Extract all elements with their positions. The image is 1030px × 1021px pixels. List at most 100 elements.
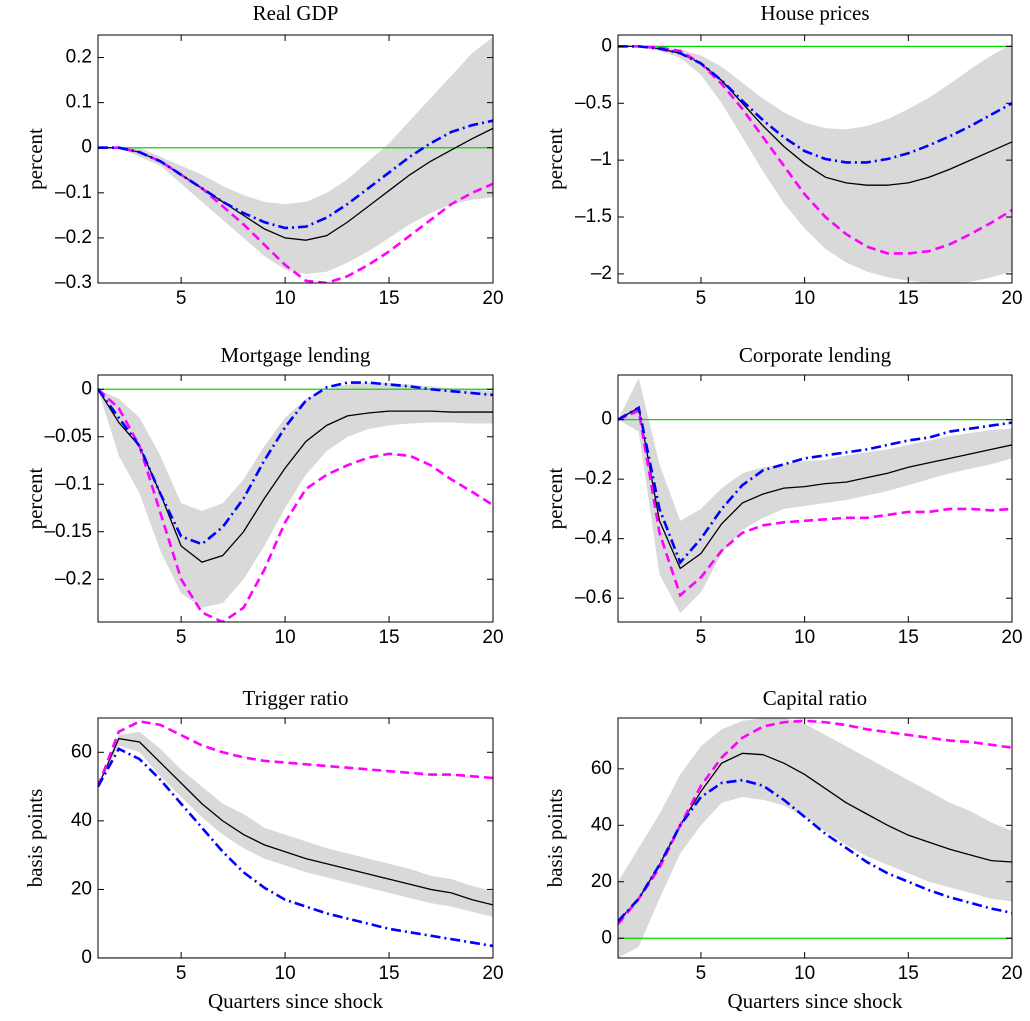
series-line — [618, 406, 1012, 570]
x-tick-label: 15 — [898, 963, 919, 984]
y-axis-label: basis points — [23, 789, 47, 888]
x-tick-label: 10 — [794, 627, 815, 648]
panel: 5 10 15 20 0 20 40 60 Trigger ratio basis points Q… — [23, 686, 504, 1013]
series-line — [618, 778, 1012, 923]
y-tick-label: –0.2 — [55, 227, 92, 248]
y-tick-label: 40 — [71, 810, 92, 831]
panel: 5 10 15 20 –0.6 –0.4 –0.2 0 Corporate lending per… — [543, 343, 1023, 648]
y-tick-label: 0.1 — [66, 92, 92, 113]
y-tick-label: 0 — [601, 409, 612, 430]
x-tick-label: 5 — [176, 627, 187, 648]
y-tick-label: 0 — [601, 927, 612, 948]
x-tick-label: 5 — [176, 288, 187, 309]
y-tick-label: –0.1 — [55, 182, 92, 203]
series-line — [98, 737, 493, 906]
series-line — [98, 119, 493, 230]
axes-box — [617, 34, 1013, 284]
x-tick-label: 5 — [696, 288, 707, 309]
confidence-band — [98, 731, 493, 917]
confidence-band — [618, 377, 1012, 614]
x-tick-label: 10 — [275, 288, 296, 309]
x-tick-label: 20 — [1001, 627, 1022, 648]
y-tick-label: –1.5 — [575, 206, 612, 227]
confidence-band — [98, 382, 493, 608]
series-line — [98, 720, 493, 788]
series-line — [618, 405, 1012, 565]
x-tick-label: 10 — [794, 963, 815, 984]
y-tick-label: –0.2 — [575, 468, 612, 489]
y-axis-label: percent — [23, 128, 47, 190]
x-tick-label: 5 — [176, 963, 187, 984]
series-line — [618, 45, 1012, 255]
x-tick-label: 15 — [378, 627, 399, 648]
y-tick-label: 0.2 — [66, 47, 92, 68]
panel-title: Capital ratio — [763, 686, 867, 710]
y-tick-label: –0.5 — [575, 92, 612, 113]
y-tick-label: –0.1 — [55, 473, 92, 494]
series-line — [98, 388, 493, 622]
y-tick-label: 0 — [601, 35, 612, 56]
x-tick-label: 5 — [696, 963, 707, 984]
plot-area — [98, 37, 493, 283]
panel-title: Trigger ratio — [243, 686, 349, 710]
y-tick-label: 40 — [591, 814, 612, 835]
x-tick-label: 10 — [275, 627, 296, 648]
axes-box — [617, 374, 1013, 623]
x-tick-label: 20 — [482, 627, 503, 648]
panel: 5 10 15 20 –0.2 –0.15 –0.1 –0.05 0 Mortgage lendi… — [23, 343, 504, 648]
panel: 5 10 15 20 –0.3 –0.2 –0.1 0 0.1 0.2 Real GDP percen… — [23, 1, 504, 309]
series-line — [98, 146, 493, 283]
series-line — [98, 388, 493, 563]
y-tick-label: –2 — [591, 263, 612, 284]
axes-box — [97, 717, 494, 959]
x-tick-label: 20 — [1001, 288, 1022, 309]
axes-box — [97, 374, 494, 623]
panel-title: Real GDP — [253, 1, 339, 25]
series-line — [618, 45, 1012, 164]
y-tick-label: 0 — [81, 947, 92, 968]
y-tick-label: –0.3 — [55, 272, 92, 293]
y-axis-label: basis points — [543, 789, 567, 888]
y-tick-label: –0.4 — [575, 528, 612, 549]
series-line — [98, 747, 493, 948]
x-tick-label: 15 — [378, 963, 399, 984]
y-axis-label: percent — [543, 128, 567, 190]
series-line — [618, 719, 1012, 925]
x-tick-label: 10 — [794, 288, 815, 309]
y-axis-label: percent — [543, 467, 567, 529]
confidence-band — [618, 44, 1012, 283]
plot-area — [98, 720, 493, 958]
panel: 5 10 15 20 0 20 40 60 Capital ratio basis points Q… — [543, 686, 1023, 1013]
y-axis-label: percent — [23, 467, 47, 529]
y-tick-label: 20 — [71, 878, 92, 899]
panel: 5 10 15 20 –2 –1.5 –1 –0.5 0 House prices percent — [543, 1, 1023, 309]
panel-title: House prices — [760, 1, 869, 25]
x-tick-label: 15 — [378, 288, 399, 309]
y-tick-label: –1 — [591, 149, 612, 170]
x-axis-label: Quarters since shock — [728, 989, 903, 1013]
confidence-band — [618, 718, 1012, 958]
plot-area — [98, 381, 493, 622]
y-tick-label: 20 — [591, 871, 612, 892]
y-tick-label: –0.2 — [55, 568, 92, 589]
axes-box — [617, 717, 1013, 959]
plot-area — [618, 44, 1012, 283]
panel-title: Corporate lending — [739, 343, 892, 367]
x-tick-label: 10 — [275, 963, 296, 984]
panel-title: Mortgage lending — [221, 343, 371, 367]
axes-box — [97, 34, 494, 284]
x-tick-label: 20 — [1001, 963, 1022, 984]
y-tick-label: –0.6 — [575, 587, 612, 608]
x-tick-label: 15 — [898, 627, 919, 648]
y-tick-label: 60 — [71, 741, 92, 762]
y-tick-label: –0.05 — [44, 426, 92, 447]
y-tick-label: –0.15 — [44, 521, 92, 542]
x-tick-label: 5 — [696, 627, 707, 648]
plot-area — [618, 718, 1012, 958]
series-line — [618, 408, 1012, 598]
y-tick-label: 0 — [81, 378, 92, 399]
confidence-band — [98, 37, 493, 274]
x-tick-label: 20 — [482, 963, 503, 984]
plot-area — [618, 377, 1012, 614]
